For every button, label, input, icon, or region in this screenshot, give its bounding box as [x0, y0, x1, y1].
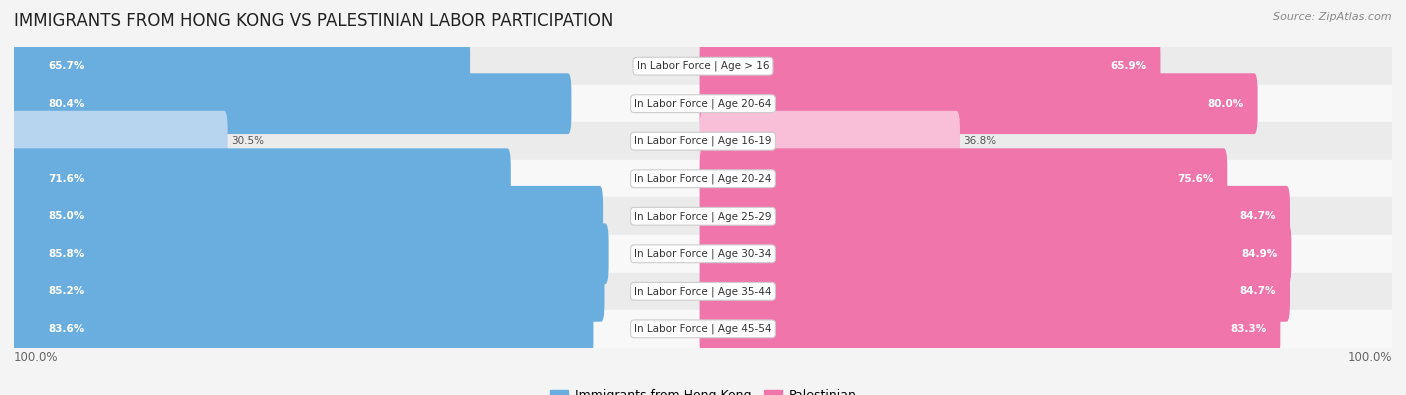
Text: 71.6%: 71.6% — [48, 174, 84, 184]
Text: 75.6%: 75.6% — [1177, 174, 1213, 184]
Text: 65.9%: 65.9% — [1111, 61, 1147, 71]
Text: 65.7%: 65.7% — [48, 61, 84, 71]
Text: 30.5%: 30.5% — [231, 136, 264, 146]
FancyBboxPatch shape — [700, 73, 1257, 134]
FancyBboxPatch shape — [700, 186, 1289, 246]
Text: In Labor Force | Age 20-24: In Labor Force | Age 20-24 — [634, 173, 772, 184]
Text: 80.0%: 80.0% — [1208, 99, 1244, 109]
Text: In Labor Force | Age 35-44: In Labor Force | Age 35-44 — [634, 286, 772, 297]
Text: In Labor Force | Age 30-34: In Labor Force | Age 30-34 — [634, 248, 772, 259]
Text: 83.6%: 83.6% — [48, 324, 84, 334]
FancyBboxPatch shape — [11, 73, 571, 134]
Text: In Labor Force | Age > 16: In Labor Force | Age > 16 — [637, 61, 769, 71]
FancyBboxPatch shape — [11, 186, 603, 246]
Text: 80.4%: 80.4% — [48, 99, 84, 109]
Legend: Immigrants from Hong Kong, Palestinian: Immigrants from Hong Kong, Palestinian — [544, 384, 862, 395]
FancyBboxPatch shape — [11, 299, 593, 359]
Bar — [14, 47, 1392, 85]
Bar — [14, 122, 1392, 160]
FancyBboxPatch shape — [700, 261, 1289, 322]
Bar — [14, 198, 1392, 235]
Text: 84.9%: 84.9% — [1241, 249, 1278, 259]
Text: In Labor Force | Age 25-29: In Labor Force | Age 25-29 — [634, 211, 772, 222]
Text: 100.0%: 100.0% — [1347, 352, 1392, 364]
FancyBboxPatch shape — [11, 224, 609, 284]
Text: 85.0%: 85.0% — [48, 211, 84, 221]
Bar — [14, 85, 1392, 122]
Text: IMMIGRANTS FROM HONG KONG VS PALESTINIAN LABOR PARTICIPATION: IMMIGRANTS FROM HONG KONG VS PALESTINIAN… — [14, 12, 613, 30]
Bar — [14, 235, 1392, 273]
Text: Source: ZipAtlas.com: Source: ZipAtlas.com — [1274, 12, 1392, 22]
Text: In Labor Force | Age 45-54: In Labor Force | Age 45-54 — [634, 324, 772, 334]
FancyBboxPatch shape — [11, 149, 510, 209]
FancyBboxPatch shape — [700, 299, 1281, 359]
Text: In Labor Force | Age 20-64: In Labor Force | Age 20-64 — [634, 98, 772, 109]
Text: In Labor Force | Age 16-19: In Labor Force | Age 16-19 — [634, 136, 772, 147]
Text: 84.7%: 84.7% — [1240, 286, 1277, 296]
FancyBboxPatch shape — [700, 111, 960, 171]
Text: 100.0%: 100.0% — [14, 352, 59, 364]
Text: 36.8%: 36.8% — [963, 136, 997, 146]
FancyBboxPatch shape — [11, 111, 228, 171]
FancyBboxPatch shape — [700, 149, 1227, 209]
Text: 83.3%: 83.3% — [1230, 324, 1267, 334]
FancyBboxPatch shape — [11, 261, 605, 322]
Bar — [14, 160, 1392, 198]
Text: 85.2%: 85.2% — [48, 286, 84, 296]
FancyBboxPatch shape — [700, 224, 1291, 284]
FancyBboxPatch shape — [700, 36, 1160, 96]
Bar — [14, 273, 1392, 310]
FancyBboxPatch shape — [11, 36, 470, 96]
Text: 84.7%: 84.7% — [1240, 211, 1277, 221]
Bar — [14, 310, 1392, 348]
Text: 85.8%: 85.8% — [48, 249, 84, 259]
